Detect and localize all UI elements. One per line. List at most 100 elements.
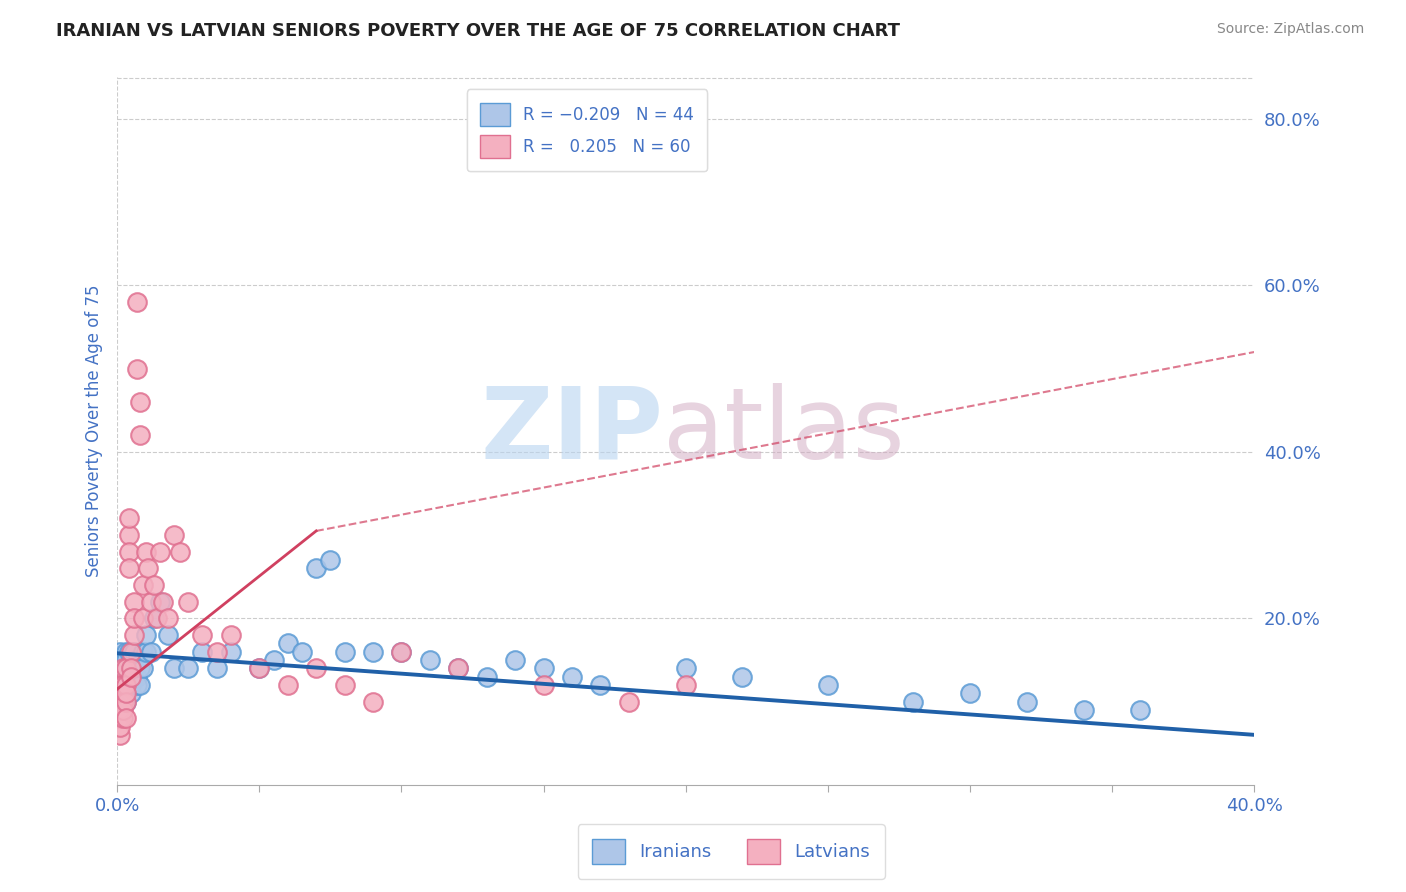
Point	[125, 361, 148, 376]
Point	[205, 645, 228, 659]
Point	[132, 611, 155, 625]
Point	[305, 661, 328, 675]
Point	[111, 669, 134, 683]
Point	[1015, 694, 1038, 708]
Y-axis label: Seniors Poverty Over the Age of 75: Seniors Poverty Over the Age of 75	[86, 285, 103, 577]
Point	[114, 694, 136, 708]
Point	[1129, 703, 1152, 717]
Point	[108, 694, 131, 708]
Point	[120, 678, 142, 692]
Point	[111, 694, 134, 708]
Point	[120, 669, 142, 683]
Point	[169, 545, 191, 559]
Point	[132, 661, 155, 675]
Point	[114, 694, 136, 708]
Point	[135, 645, 157, 659]
Point	[675, 678, 697, 692]
Point	[111, 661, 134, 675]
Point	[901, 694, 924, 708]
Point	[108, 711, 131, 725]
Text: IRANIAN VS LATVIAN SENIORS POVERTY OVER THE AGE OF 75 CORRELATION CHART: IRANIAN VS LATVIAN SENIORS POVERTY OVER …	[56, 22, 900, 40]
Point	[817, 678, 839, 692]
Point	[177, 595, 200, 609]
Point	[111, 653, 134, 667]
Point	[117, 669, 139, 683]
Point	[1073, 703, 1095, 717]
Point	[177, 661, 200, 675]
Point	[617, 694, 640, 708]
Point	[731, 669, 754, 683]
Point	[117, 545, 139, 559]
Point	[108, 694, 131, 708]
Point	[111, 711, 134, 725]
Point	[143, 578, 166, 592]
Point	[114, 686, 136, 700]
Point	[114, 645, 136, 659]
Point	[141, 645, 163, 659]
Point	[108, 703, 131, 717]
Point	[263, 653, 285, 667]
Point	[111, 678, 134, 692]
Text: Source: ZipAtlas.com: Source: ZipAtlas.com	[1216, 22, 1364, 37]
Point	[191, 645, 214, 659]
Point	[219, 645, 242, 659]
Point	[122, 661, 145, 675]
Point	[125, 295, 148, 310]
Point	[129, 428, 152, 442]
Text: atlas: atlas	[662, 383, 904, 480]
Point	[114, 653, 136, 667]
Point	[277, 636, 299, 650]
Point	[108, 678, 131, 692]
Point	[108, 711, 131, 725]
Legend: R = −0.209   N = 44, R =   0.205   N = 60: R = −0.209 N = 44, R = 0.205 N = 60	[467, 89, 707, 171]
Point	[117, 661, 139, 675]
Point	[247, 661, 270, 675]
Point	[120, 653, 142, 667]
Point	[108, 661, 131, 675]
Point	[120, 661, 142, 675]
Point	[114, 669, 136, 683]
Point	[319, 553, 342, 567]
Point	[108, 719, 131, 733]
Point	[122, 628, 145, 642]
Point	[111, 686, 134, 700]
Point	[108, 645, 131, 659]
Point	[959, 686, 981, 700]
Point	[391, 645, 413, 659]
Point	[138, 561, 160, 575]
Point	[277, 678, 299, 692]
Point	[447, 661, 470, 675]
Point	[152, 595, 174, 609]
Point	[117, 561, 139, 575]
Point	[143, 611, 166, 625]
Point	[125, 678, 148, 692]
Point	[117, 645, 139, 659]
Point	[117, 678, 139, 692]
Point	[122, 669, 145, 683]
Point	[589, 678, 612, 692]
Point	[117, 528, 139, 542]
Point	[533, 661, 555, 675]
Point	[561, 669, 583, 683]
Point	[135, 545, 157, 559]
Point	[111, 661, 134, 675]
Point	[146, 611, 169, 625]
Point	[132, 645, 155, 659]
Point	[163, 661, 186, 675]
Point	[114, 661, 136, 675]
Point	[120, 686, 142, 700]
Point	[333, 645, 356, 659]
Point	[125, 653, 148, 667]
Point	[305, 561, 328, 575]
Point	[447, 661, 470, 675]
Point	[114, 678, 136, 692]
Point	[361, 694, 384, 708]
Point	[475, 669, 498, 683]
Point	[129, 395, 152, 409]
Point	[419, 653, 441, 667]
Point	[120, 661, 142, 675]
Point	[333, 678, 356, 692]
Point	[111, 678, 134, 692]
Point	[291, 645, 314, 659]
Point	[157, 628, 180, 642]
